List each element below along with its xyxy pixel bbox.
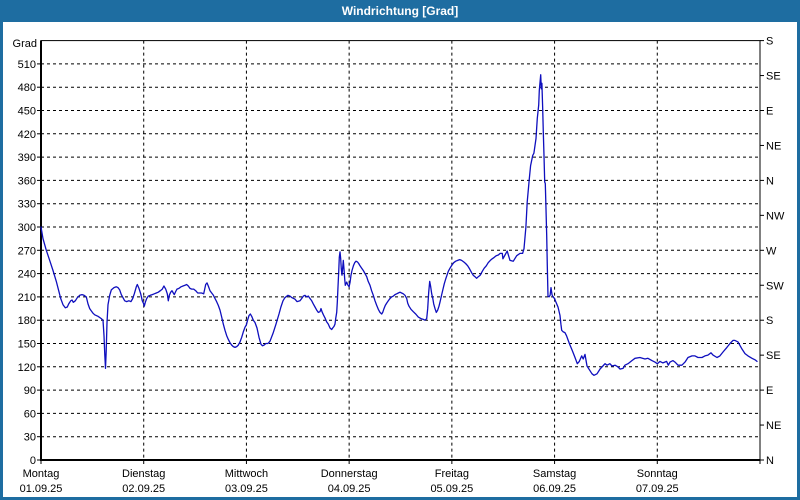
compass-tick-label: NE [766, 140, 781, 152]
compass-tick-label: W [766, 245, 777, 257]
y-axis-left: 0 30 60 90 120 150 180 210 240 270 300 330 360 390 420… [13, 38, 41, 467]
y-tick-label: 270 [18, 245, 36, 257]
wind-direction-chart: 0 30 60 90 120 150 180 210 240 270 300 330 360 390 420… [13, 36, 785, 495]
compass-tick-label: NW [766, 210, 785, 222]
y-tick-label: 420 [18, 129, 36, 141]
y-axis-right: N NE E SE S SW W NW N NE E SE S [760, 36, 785, 467]
day-date-label: 03.09.25 [225, 483, 268, 495]
day-name-label: Samstag [533, 468, 576, 480]
compass-tick-label: S [766, 315, 773, 327]
compass-tick-label: SE [766, 71, 781, 83]
day-date-label: 05.09.25 [430, 483, 473, 495]
y-tick-label: 510 [18, 59, 36, 71]
x-axis: Montag 01.09.25 Dienstag 02.09.25 Mittwoch 03… [20, 460, 761, 495]
day-date-label: 02.09.25 [122, 483, 165, 495]
y-tick-label: 180 [18, 315, 36, 327]
y-tick-label: 0 [30, 455, 36, 467]
day-date-label: 01.09.25 [20, 483, 63, 495]
series-windrichtung [40, 74, 758, 376]
compass-tick-label: SW [766, 280, 784, 292]
compass-tick-label: N [766, 175, 774, 187]
y-tick-label: 360 [18, 175, 36, 187]
y-tick-label: 450 [18, 106, 36, 118]
compass-tick-label: E [766, 106, 773, 118]
y-tick-label: 30 [24, 432, 36, 444]
day-name-label: Dienstag [122, 468, 165, 480]
window-title: Windrichtung [Grad] [341, 4, 459, 18]
series-line [40, 74, 758, 376]
v-gridlines [143, 40, 658, 460]
day-date-label: 06.09.25 [533, 483, 576, 495]
chart-area: 0 30 60 90 120 150 180 210 240 270 300 330 360 390 420… [3, 22, 797, 497]
y-tick-label: 120 [18, 362, 36, 374]
y-tick-label: 330 [18, 199, 36, 211]
compass-tick-label: SE [766, 350, 781, 362]
y-tick-label: 480 [18, 82, 36, 94]
y-tick-label: 90 [24, 385, 36, 397]
y-tick-label: 210 [18, 292, 36, 304]
day-name-label: Montag [23, 468, 60, 480]
day-name-label: Donnerstag [321, 468, 378, 480]
h-gridlines [41, 63, 760, 438]
y-tick-label: 60 [24, 408, 36, 420]
day-date-label: 07.09.25 [636, 483, 679, 495]
y-axis-unit-label: Grad [13, 38, 37, 50]
plot-frame [40, 40, 761, 461]
compass-tick-label: S [766, 36, 773, 48]
y-tick-label: 150 [18, 339, 36, 351]
compass-tick-label: N [766, 455, 774, 467]
day-name-label: Freitag [435, 468, 469, 480]
compass-tick-label: E [766, 385, 773, 397]
day-name-label: Sonntag [637, 468, 678, 480]
day-name-label: Mittwoch [225, 468, 268, 480]
day-date-label: 04.09.25 [328, 483, 371, 495]
compass-tick-label: NE [766, 420, 781, 432]
y-tick-label: 390 [18, 152, 36, 164]
window-titlebar: Windrichtung [Grad] [0, 0, 800, 22]
y-tick-label: 240 [18, 269, 36, 281]
y-tick-label: 300 [18, 222, 36, 234]
